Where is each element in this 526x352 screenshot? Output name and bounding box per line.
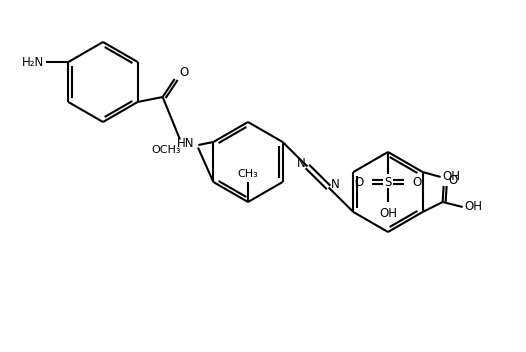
Text: N: N [297,157,306,170]
Text: O: O [412,176,421,189]
Text: CH₃: CH₃ [238,169,258,179]
Text: H₂N: H₂N [22,56,44,69]
Text: OCH₃: OCH₃ [152,145,181,155]
Text: O: O [355,176,364,189]
Text: OH: OH [443,170,461,183]
Text: N: N [331,178,339,191]
Text: OH: OH [464,201,483,214]
Text: O: O [180,67,189,80]
Text: S: S [385,176,392,189]
Text: O: O [449,174,458,187]
Text: OH: OH [379,207,397,220]
Text: HN: HN [177,137,195,150]
